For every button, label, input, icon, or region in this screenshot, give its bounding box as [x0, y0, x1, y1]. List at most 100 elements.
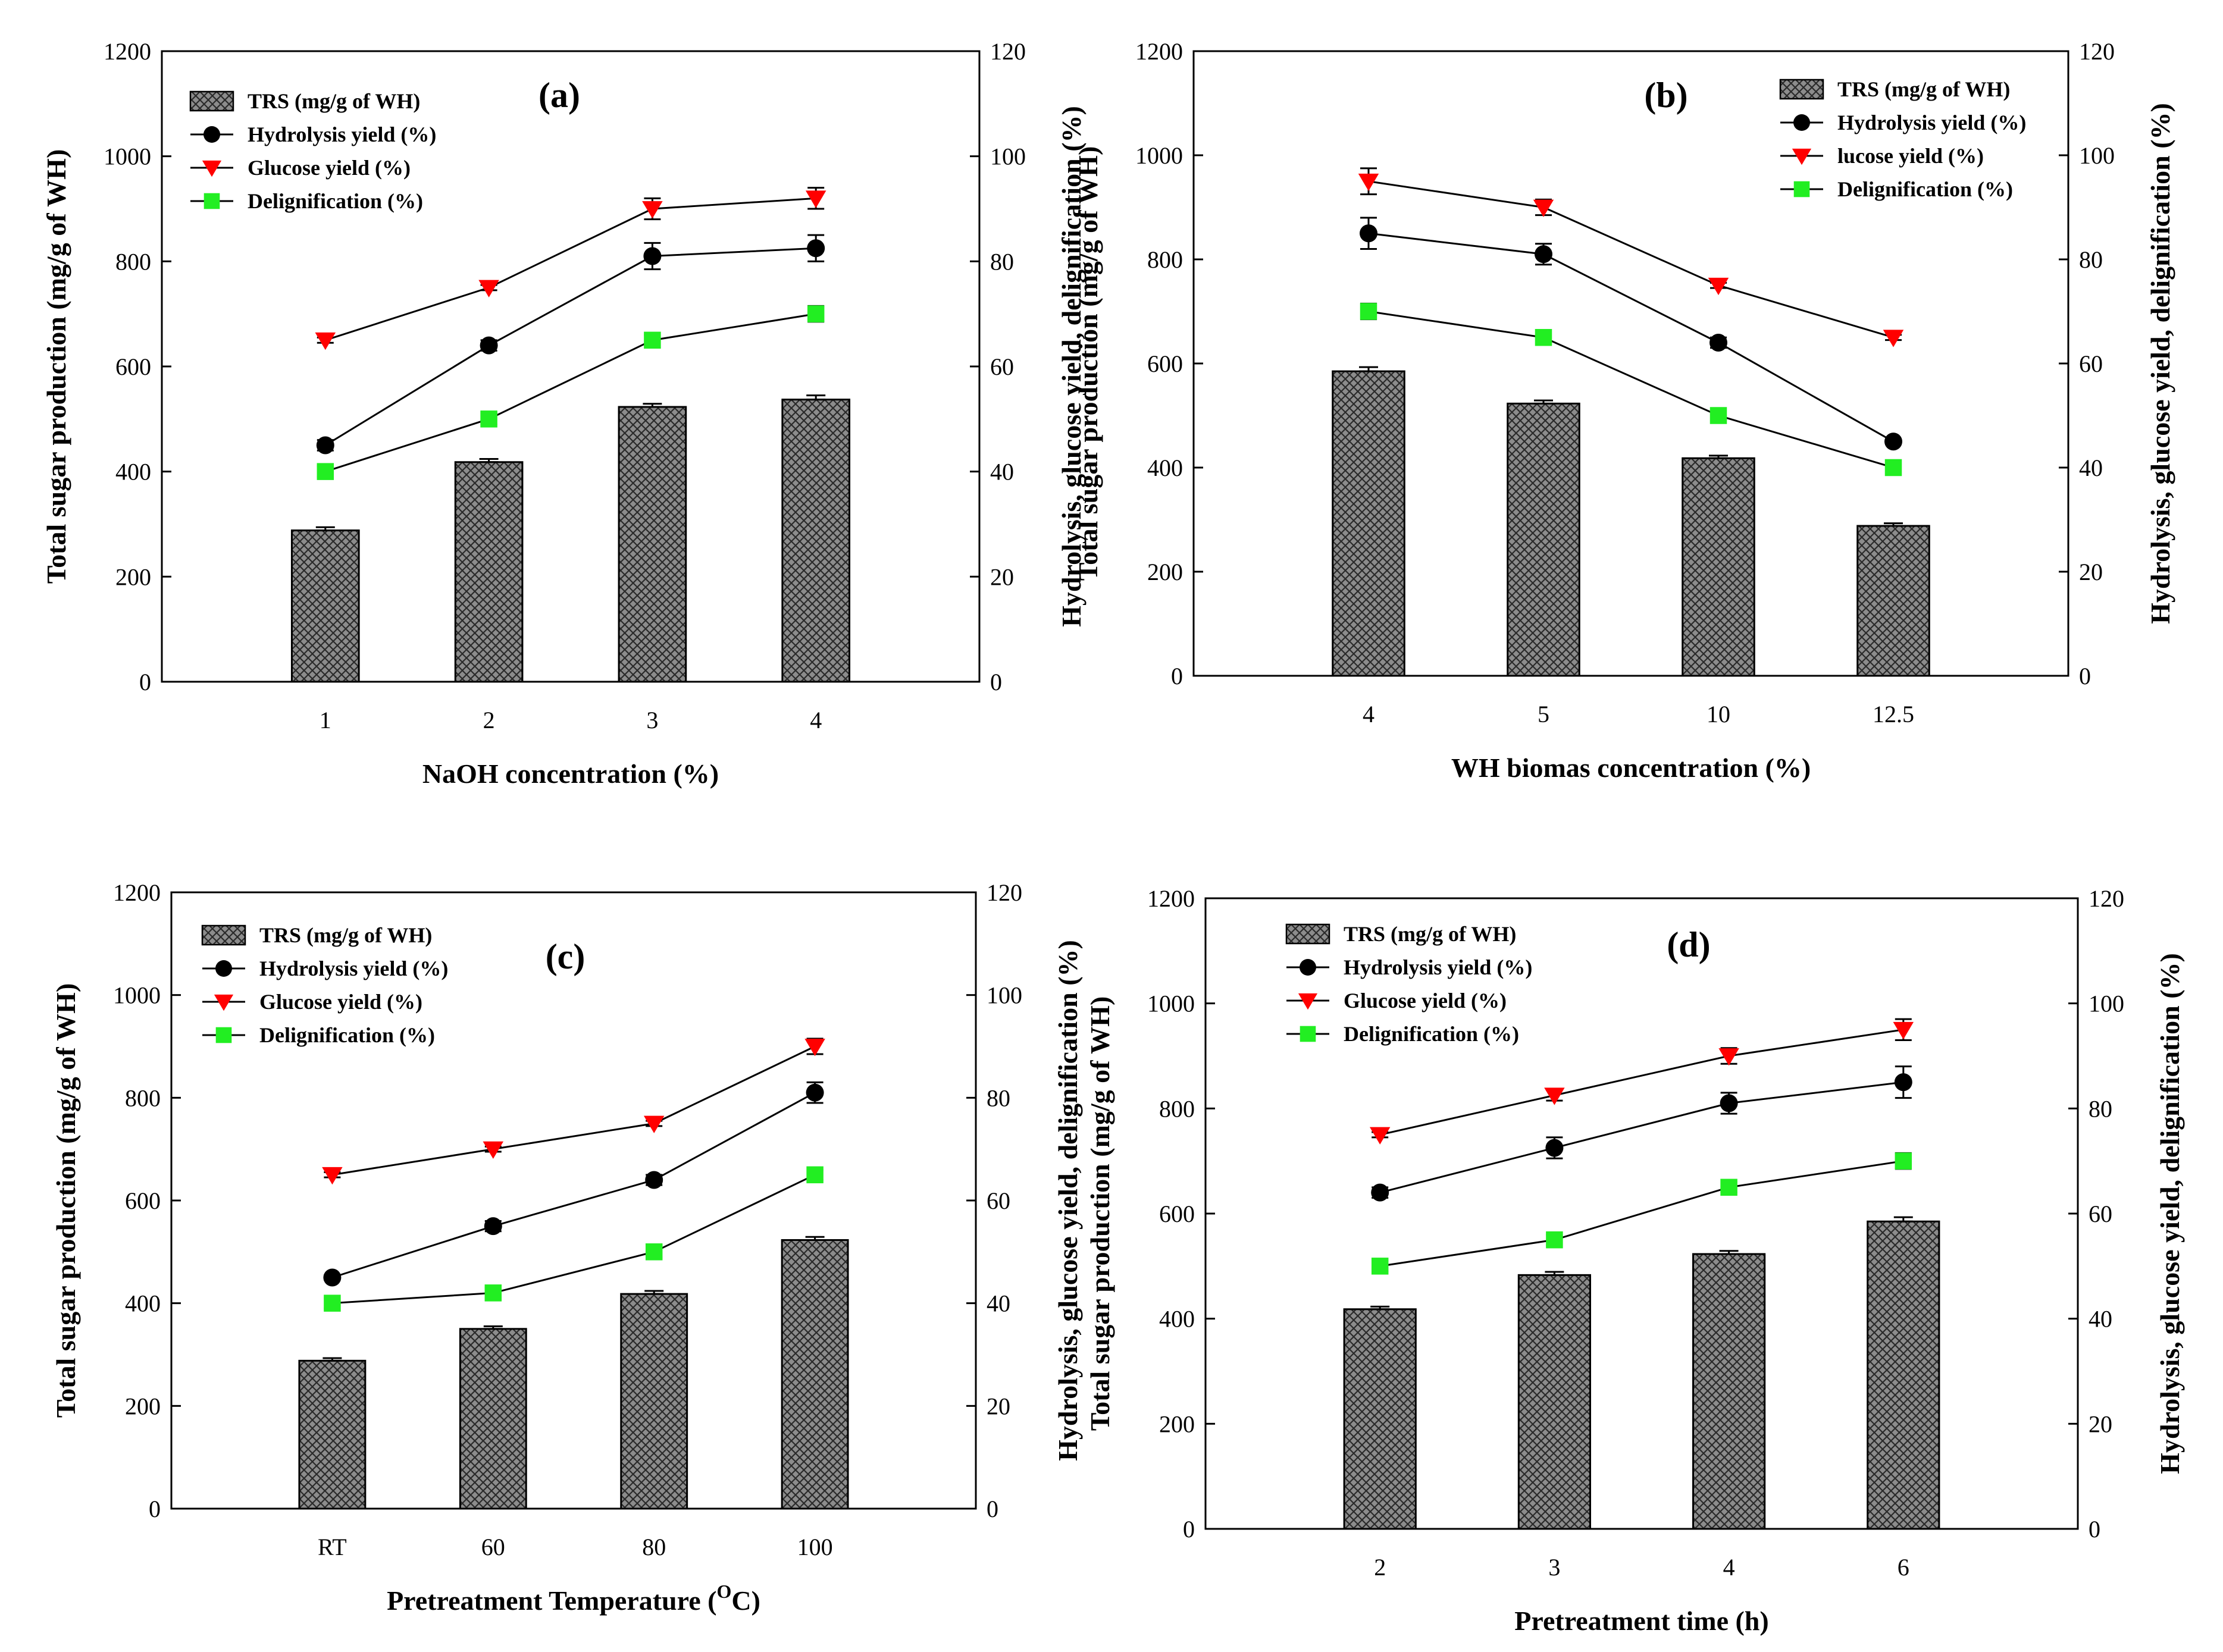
- x-axis-label: WH biomas concentration (%): [1451, 753, 1811, 783]
- hydrolysis-point: [645, 1171, 663, 1189]
- trs-bar: [459, 1328, 527, 1510]
- trs-bar: [290, 529, 360, 683]
- delignification-point: [1546, 1231, 1563, 1249]
- panel-label: (d): [1667, 925, 1710, 964]
- trs-bar: [1343, 1308, 1417, 1530]
- x-tick-label: 2: [1374, 1554, 1386, 1581]
- trs-bar: [1856, 525, 1930, 677]
- hydrolysis-point: [1720, 1094, 1738, 1112]
- x-tick-label: 60: [481, 1534, 505, 1560]
- glucose-line: [325, 197, 816, 341]
- glucose-point: [1544, 1087, 1565, 1105]
- glucose-point: [805, 190, 826, 208]
- delignification-line: [325, 313, 816, 473]
- trs-bar-error: [1719, 1250, 1739, 1255]
- y-left-tick-label: 800: [125, 1084, 161, 1111]
- delignification-point: [484, 1284, 502, 1302]
- x-axis-label: NaOH concentration (%): [422, 758, 719, 789]
- legend-label: Glucose yield (%): [1344, 989, 1507, 1012]
- delignification-point: [645, 1243, 663, 1261]
- legend-marker-glucose: [214, 994, 234, 1011]
- x-tick-label: 5: [1538, 701, 1549, 728]
- y-left-tick-label: 800: [1159, 1095, 1195, 1122]
- glucose-line: [1379, 1029, 1904, 1136]
- trs-bar-error: [806, 394, 826, 401]
- legend-marker-glucose: [202, 160, 222, 177]
- x-tick-label: 12.5: [1873, 701, 1914, 728]
- hydrolysis-point: [1884, 432, 1902, 451]
- trs-bar-error: [1545, 1271, 1564, 1276]
- y-right-tick-label: 100: [2089, 990, 2124, 1017]
- trs-bar-error: [643, 403, 662, 408]
- panel-label: (c): [546, 937, 586, 976]
- trs-bar: [781, 1239, 849, 1510]
- trs-bar: [298, 1359, 367, 1510]
- y-left-tick-label: 600: [125, 1187, 161, 1214]
- hydrolysis-point: [806, 1083, 824, 1102]
- y-left-tick-label: 200: [115, 563, 151, 590]
- y-left-tick-label: 1000: [104, 143, 151, 170]
- hydrolysis-point: [1535, 245, 1552, 264]
- legend-marker-hydrolysis: [215, 960, 232, 977]
- y-right-tick-label: 40: [990, 459, 1014, 485]
- glucose-point: [1718, 1048, 1739, 1066]
- hydrolysis-point: [480, 336, 498, 355]
- hydrolysis-point: [484, 1217, 502, 1236]
- hydrolysis-point: [1371, 1183, 1389, 1202]
- x-tick-label: 4: [1363, 701, 1374, 728]
- y-right-tick-label: 80: [990, 248, 1014, 275]
- legend-swatch-trs: [189, 90, 234, 112]
- glucose-point: [804, 1039, 825, 1057]
- delignification-point: [1884, 459, 1902, 477]
- y-right-tick-label: 60: [987, 1187, 1010, 1214]
- x-tick-label: 1: [320, 707, 331, 733]
- legend-label: Hydrolysis yield (%): [259, 957, 448, 980]
- glucose-point: [478, 280, 499, 297]
- glucose-point: [1893, 1021, 1914, 1040]
- x-tick-label: RT: [318, 1534, 347, 1560]
- legend-label: TRS (mg/g of WH): [248, 89, 420, 113]
- y-left-tick-label: 400: [115, 459, 151, 485]
- trs-bar-error: [1534, 399, 1553, 405]
- glucose-point: [483, 1141, 504, 1159]
- y-left-tick-label: 1200: [1135, 38, 1183, 65]
- hydrolysis-line: [331, 1092, 816, 1278]
- trs-bar-error: [323, 1357, 342, 1362]
- delignification-point: [1720, 1178, 1737, 1196]
- hydrolysis-line: [325, 247, 816, 446]
- trs-bar: [454, 461, 524, 683]
- legend: TRS (mg/g of WH) Hydrolysis yield (%) Gluc…: [201, 923, 448, 1047]
- delignification-line: [1368, 311, 1894, 469]
- delignification-point: [1895, 1152, 1912, 1170]
- hydrolysis-point: [1894, 1073, 1912, 1092]
- legend-marker-hydrolysis: [203, 126, 220, 143]
- y-right-tick-label: 20: [990, 563, 1014, 590]
- legend-label: Delignification (%): [1344, 1022, 1519, 1046]
- plot-frame: [170, 891, 977, 1510]
- x-tick-label: 4: [1723, 1554, 1735, 1581]
- trs-bar: [781, 399, 851, 683]
- delignification-point: [1709, 407, 1727, 424]
- glucose-point: [1533, 199, 1554, 217]
- legend-marker-delignification: [203, 193, 220, 209]
- delignification-point: [644, 331, 661, 349]
- y-left-tick-label: 0: [1183, 1516, 1195, 1543]
- legend-swatch-trs: [201, 924, 246, 946]
- y-left-tick-label: 1200: [113, 879, 161, 906]
- y-left-tick-label: 1200: [104, 38, 151, 65]
- legend-swatch-trs: [1285, 923, 1330, 945]
- x-tick-label: 4: [810, 707, 822, 733]
- x-tick-label: 6: [1898, 1554, 1909, 1581]
- y-right-tick-label: 40: [987, 1290, 1010, 1317]
- trs-bar: [1507, 402, 1580, 677]
- y-right-tick-label: 120: [987, 879, 1022, 906]
- legend: TRS (mg/g of WH) Hydrolysis yield (%) Gluc…: [1285, 922, 1532, 1046]
- trs-bar-error: [1359, 366, 1378, 372]
- legend-swatch-trs: [1779, 79, 1824, 100]
- delignification-line: [332, 1174, 816, 1305]
- x-tick-label: 2: [483, 707, 495, 733]
- y-right-tick-label: 60: [2089, 1200, 2112, 1227]
- y-left-tick-label: 200: [1147, 559, 1183, 585]
- y-left-tick-label: 800: [115, 248, 151, 275]
